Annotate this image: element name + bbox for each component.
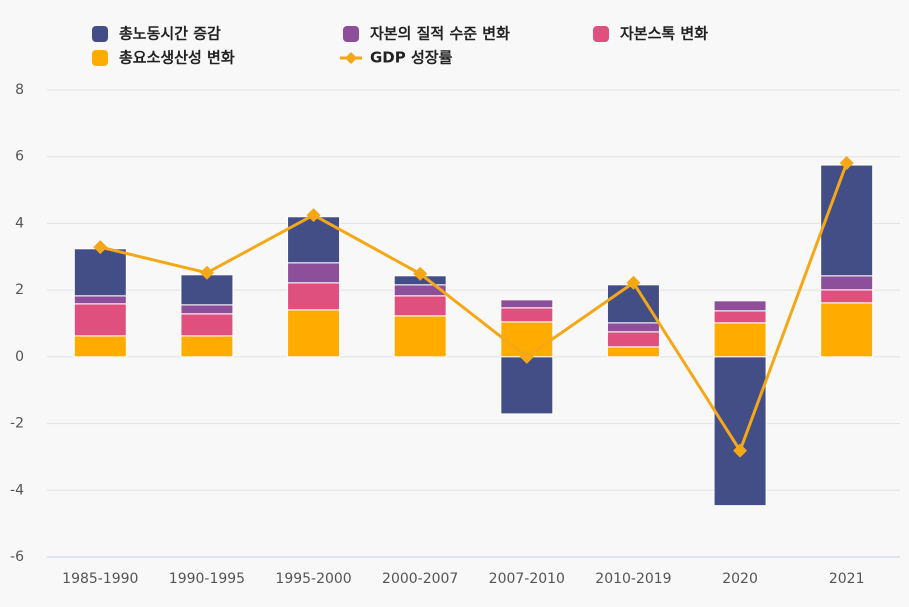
bar-segment <box>500 307 554 323</box>
bar-segment <box>287 262 341 284</box>
line-marker <box>519 349 534 364</box>
bar-segment <box>180 313 234 337</box>
x-tick-label: 2020 <box>722 571 758 587</box>
bar-segment <box>606 346 660 358</box>
legend-label[interactable]: 자본스톡 변화 <box>620 25 708 43</box>
bar-segment <box>606 322 660 333</box>
legend-label[interactable]: GDP 성장률 <box>370 49 453 67</box>
y-tick-label: 4 <box>15 215 24 231</box>
x-tick-label: 1985-1990 <box>62 571 138 587</box>
line-marker <box>839 156 854 171</box>
x-tick-label: 1995-2000 <box>275 571 351 587</box>
legend-label[interactable]: 총노동시간 증감 <box>119 25 221 43</box>
bar-segment <box>820 302 874 358</box>
bar-segment <box>606 331 660 348</box>
line-marker <box>733 443 748 458</box>
bar-segment <box>73 295 127 305</box>
line-marker <box>626 275 641 290</box>
legend-marker <box>343 26 359 42</box>
legend-marker <box>92 26 108 42</box>
legend-marker <box>92 50 108 66</box>
y-tick-label: 8 <box>15 82 24 98</box>
bar-segment <box>500 299 554 309</box>
x-tick-label: 2000-2007 <box>382 571 458 587</box>
y-tick-label: 6 <box>15 149 24 165</box>
y-tick-label: -6 <box>10 549 24 565</box>
x-tick-label: 1990-1995 <box>169 571 245 587</box>
bar-segment <box>393 315 447 358</box>
bar-segment <box>713 310 767 324</box>
bar-segment <box>287 282 341 311</box>
bar-segment <box>73 335 127 358</box>
bar-segment <box>500 356 554 415</box>
y-tick-label: 2 <box>15 282 24 298</box>
x-tick-label: 2021 <box>829 571 865 587</box>
bar-segment <box>180 274 234 306</box>
x-tick-label: 2007-2010 <box>489 571 565 587</box>
y-tick-label: -4 <box>10 482 24 498</box>
bar-segment <box>713 300 767 312</box>
line-marker <box>306 208 321 223</box>
bar-segment <box>180 335 234 358</box>
legend-label[interactable]: 자본의 질적 수준 변화 <box>370 25 510 43</box>
x-tick-label: 2010-2019 <box>595 571 671 587</box>
bar-segment <box>820 275 874 291</box>
bar-segment <box>820 164 874 277</box>
bar-segment <box>287 309 341 358</box>
bar-segment <box>73 303 127 337</box>
y-tick-label: -2 <box>10 416 24 432</box>
bar-segment <box>393 295 447 317</box>
line-marker <box>413 266 428 281</box>
legend-marker <box>593 26 609 42</box>
y-tick-label: 0 <box>15 349 24 365</box>
bar-segment <box>713 322 767 358</box>
bar-segment <box>606 284 660 324</box>
line-marker <box>93 240 108 255</box>
line-marker <box>199 265 214 280</box>
line <box>99 162 849 454</box>
legend-marker <box>345 52 357 64</box>
legend-label[interactable]: 총요소생산성 변화 <box>119 49 235 67</box>
bar-segment <box>180 304 234 315</box>
bar-segment <box>713 356 767 507</box>
bar-segment <box>73 248 127 297</box>
bar-segment <box>820 289 874 304</box>
